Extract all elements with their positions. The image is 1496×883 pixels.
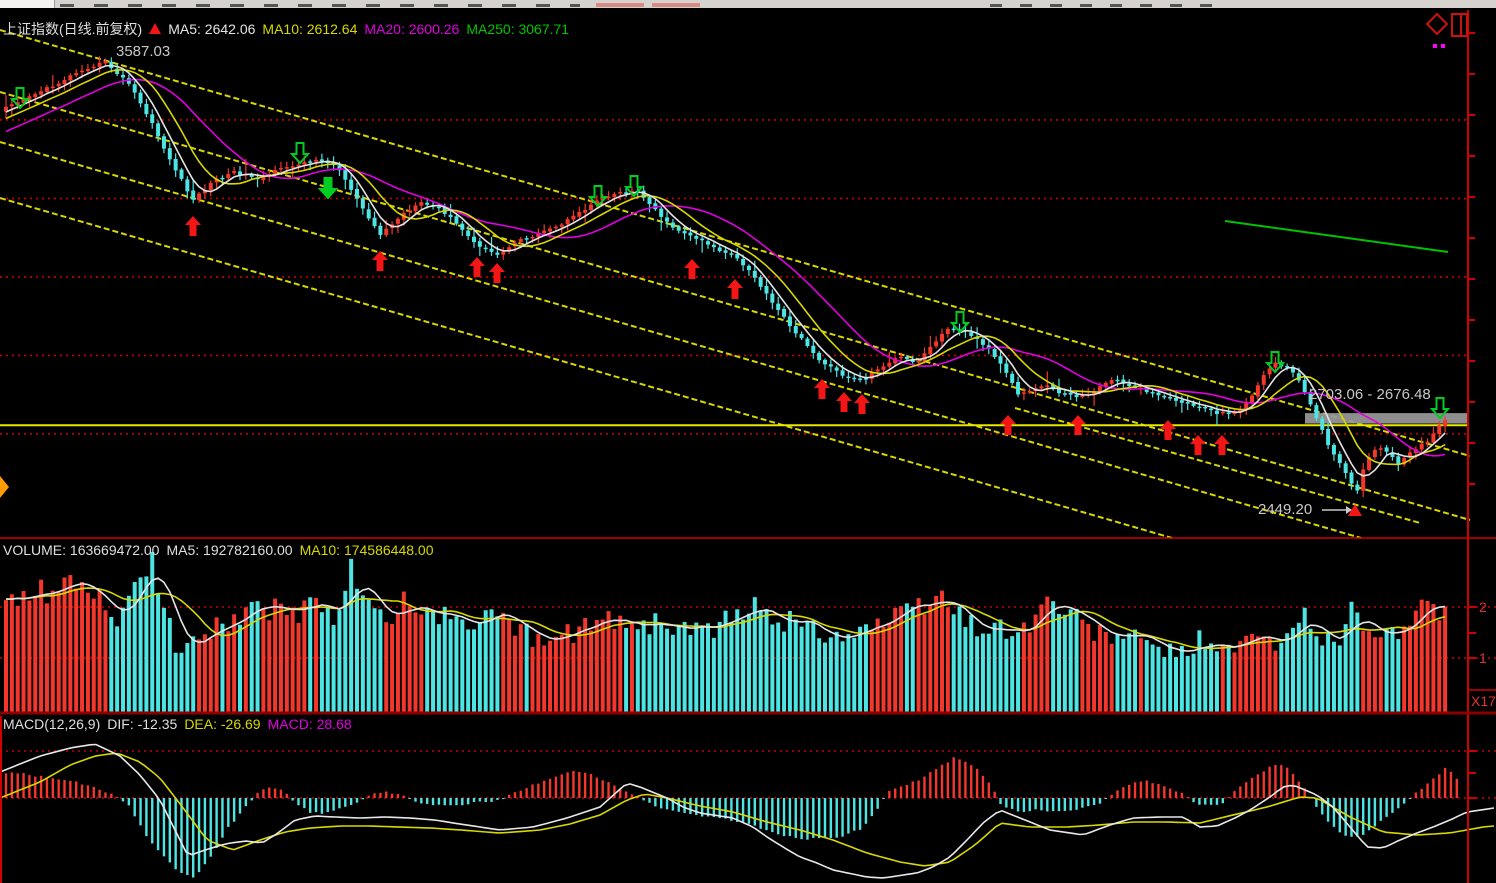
macd-dif-label: DIF: -12.35 (107, 716, 178, 732)
gridlines-layer (0, 119, 1496, 799)
peak-price-label: 3587.03 (116, 43, 171, 60)
macd-layer (0, 743, 1495, 879)
ma20-label: MA20: 2600.26 (364, 21, 460, 37)
up-trend-arrow-icon (149, 22, 162, 34)
volume-ma-layer (6, 577, 1446, 652)
menu-bar-first-item[interactable] (0, 0, 55, 8)
main-chart-header: 上证指数(日线.前复权) MA5: 2642.06 MA10: 2612.64 … (3, 19, 569, 39)
menu-bar[interactable] (0, 0, 1496, 8)
volume-axis-tick-2: 2 (1479, 599, 1487, 615)
signal-arrows-layer (9, 87, 1451, 516)
ma5-label: MA5: 2642.06 (168, 21, 256, 37)
macd-value-label: MACD: 28.68 (267, 716, 352, 732)
menu-bar-red-item-2[interactable] (652, 3, 700, 7)
axis-frame-layer (0, 10, 1496, 883)
menu-bar-red-item-1[interactable] (596, 3, 644, 7)
magenta-dot-icon (1441, 44, 1445, 48)
volume-bars-layer (4, 551, 1448, 713)
left-edge-scroll-tab[interactable] (0, 476, 9, 498)
volume-title: VOLUME: 163669472.00 (3, 542, 160, 558)
low-price-label: 2449.20 (1258, 501, 1313, 518)
split-window-icon-divider (1460, 15, 1462, 35)
volume-ma10-label: MA10: 174586448.00 (299, 542, 434, 558)
macd-header: MACD(12,26,9) DIF: -12.35 DEA: -26.69 MA… (3, 716, 352, 732)
ma250-label: MA250: 3067.71 (466, 21, 570, 37)
gap-range-label: 2703.06 - 2676.48 (1309, 386, 1431, 403)
menu-bar-items-clipped (60, 4, 580, 7)
volume-ma5-label: MA5: 192782160.00 (166, 542, 293, 558)
split-window-icon[interactable] (1451, 13, 1468, 37)
menu-bar-items-clipped-right (990, 4, 1230, 7)
magenta-dot-icon (1433, 44, 1437, 48)
macd-title: MACD(12,26,9) (3, 716, 101, 732)
macd-dea-label: DEA: -26.69 (184, 716, 261, 732)
volume-scale-label: X17 (1471, 693, 1496, 709)
instrument-title: 上证指数(日线.前复权) (3, 21, 143, 37)
trendlines-layer (0, 29, 1471, 539)
moving-averages-layer (5, 64, 1446, 477)
volume-axis-tick-1: 1 (1479, 650, 1487, 666)
ma10-label: MA10: 2612.64 (262, 21, 358, 37)
volume-header: VOLUME: 163669472.00 MA5: 192782160.00 M… (3, 542, 433, 558)
gap-band-layer (1305, 413, 1468, 424)
